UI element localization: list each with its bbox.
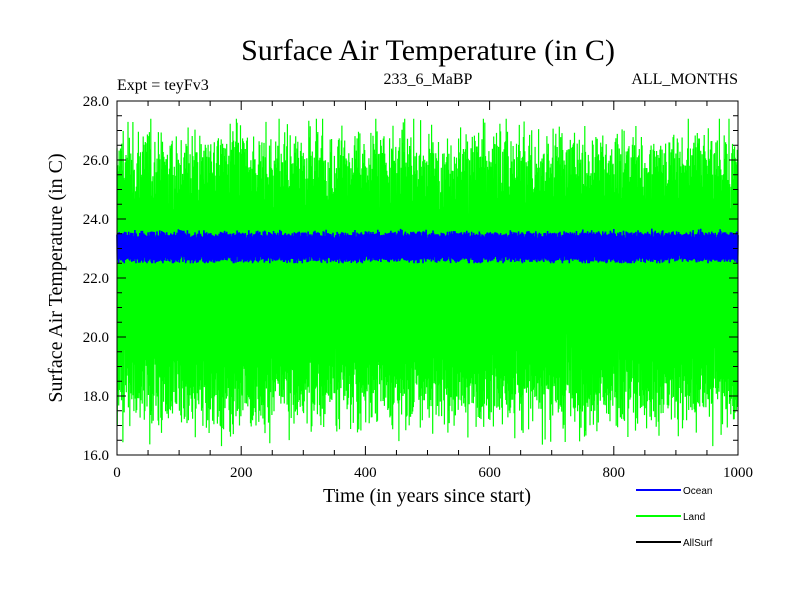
x-tick-label: 0 <box>113 465 121 481</box>
legend-label-allsurf: AllSurf <box>683 538 713 549</box>
legend-label-land: Land <box>683 512 705 523</box>
chart-title: Surface Air Temperature (in C) <box>241 34 615 67</box>
y-tick-label: 20.0 <box>83 330 109 346</box>
y-tick-label: 26.0 <box>83 153 109 169</box>
tick-layer: 0 200 400 600 800 1000 16.0 18.0 20.0 22.0 24.0 26.… <box>83 94 753 481</box>
x-tick-label: 600 <box>478 465 501 481</box>
x-tick-label: 200 <box>230 465 253 481</box>
series-ocean-line <box>116 228 739 264</box>
legend: Ocean Land AllSurf <box>636 486 713 549</box>
months-label: ALL_MONTHS <box>631 71 738 88</box>
y-tick-label: 16.0 <box>83 448 109 464</box>
x-axis-label: Time (in years since start) <box>323 485 531 507</box>
experiment-label: Expt = teyFv3 <box>117 77 209 94</box>
x-tick-label: 800 <box>603 465 626 481</box>
series-layer <box>116 118 739 447</box>
series-land-line <box>116 118 739 447</box>
y-tick-label: 28.0 <box>83 94 109 110</box>
period-label: 233_6_MaBP <box>384 71 473 88</box>
y-tick-label: 22.0 <box>83 271 109 287</box>
legend-label-ocean: Ocean <box>683 486 712 497</box>
y-tick-label: 18.0 <box>83 389 109 405</box>
x-tick-label: 400 <box>354 465 377 481</box>
x-tick-label: 1000 <box>723 465 753 481</box>
y-axis-label: Surface Air Temperature (in C) <box>45 153 67 402</box>
y-tick-label: 24.0 <box>83 212 109 228</box>
